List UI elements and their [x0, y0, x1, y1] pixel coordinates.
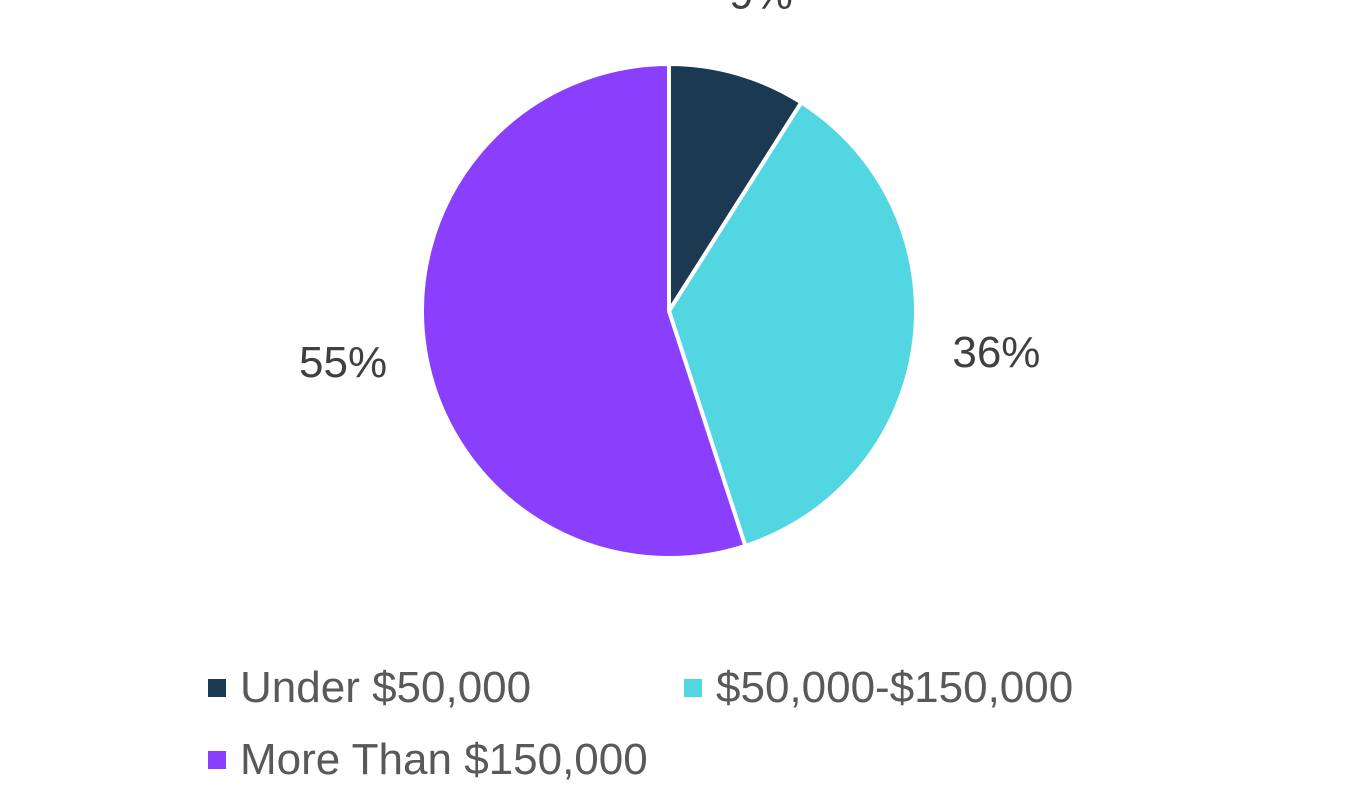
- legend-item-under-50000: Under $50,000: [208, 663, 684, 713]
- data-label-more-than-150-000: 55%: [299, 338, 387, 387]
- pie-slices: [420, 62, 918, 560]
- data-label-50-000-150-000: 36%: [952, 328, 1040, 377]
- legend-item-more-than-150000: More Than $150,000: [208, 735, 648, 785]
- pie-chart: 9% 36% 55%: [299, 0, 1040, 560]
- legend-item-50000-150000: $50,000-$150,000: [684, 663, 1073, 713]
- chart-legend: Under $50,000 $50,000-$150,000 More Than…: [208, 652, 1148, 796]
- legend-swatch-under-50000: [208, 679, 226, 697]
- legend-swatch-50000-150000: [684, 679, 702, 697]
- pie-slice-under-50-000: [667, 62, 804, 313]
- legend-label-under-50000: Under $50,000: [240, 663, 532, 712]
- data-label-under-50-000: 9%: [729, 0, 793, 19]
- legend-swatch-more-than-150000: [208, 751, 226, 769]
- legend-row-1: Under $50,000 $50,000-$150,000: [208, 652, 1148, 724]
- legend-label-more-than-150000: More Than $150,000: [240, 735, 648, 784]
- legend-label-50000-150000: $50,000-$150,000: [716, 663, 1074, 712]
- pie-data-labels: 9% 36% 55%: [299, 0, 1040, 387]
- pie-slice-50-000-150-000: [667, 100, 918, 548]
- legend-row-2: More Than $150,000: [208, 724, 1148, 796]
- pie-slice-more-than-150-000: [420, 62, 748, 560]
